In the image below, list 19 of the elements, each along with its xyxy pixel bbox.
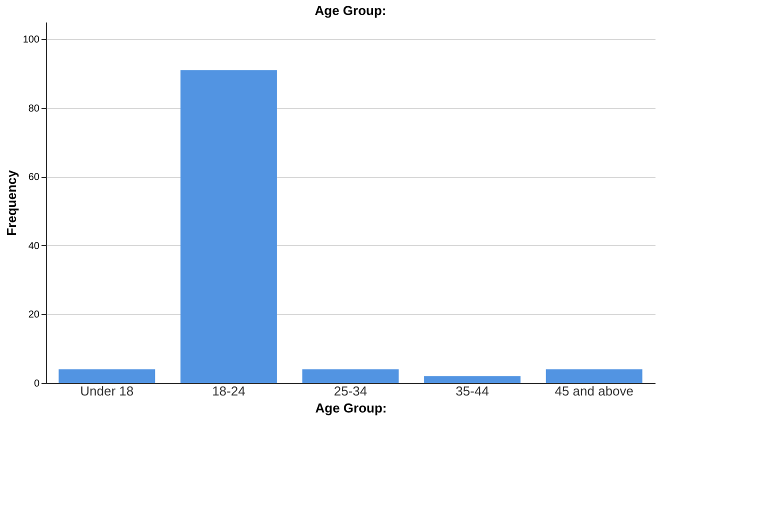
bar [302, 369, 399, 383]
x-tick-label: Under 18 [80, 384, 134, 398]
y-tick-label: 80 [28, 103, 40, 114]
x-tick-label: 45 and above [554, 384, 634, 398]
y-axis-title: Frequency [4, 169, 19, 236]
x-tick-label: 25-34 [334, 384, 368, 398]
y-tick-label: 100 [22, 34, 40, 46]
y-tick-label: 0 [34, 378, 40, 390]
bar [180, 70, 277, 383]
x-tick-label: 35-44 [456, 384, 489, 398]
y-tick-label: 40 [28, 240, 40, 252]
bar [58, 369, 156, 383]
x-axis-title: Age Group: [315, 400, 387, 416]
chart-title: Age Group: [314, 3, 386, 18]
y-tick-label: 20 [28, 310, 40, 321]
y-tick-label: 60 [28, 172, 40, 184]
bar [424, 376, 521, 383]
bar [546, 369, 642, 383]
x-tick-label: 18-24 [212, 384, 246, 398]
